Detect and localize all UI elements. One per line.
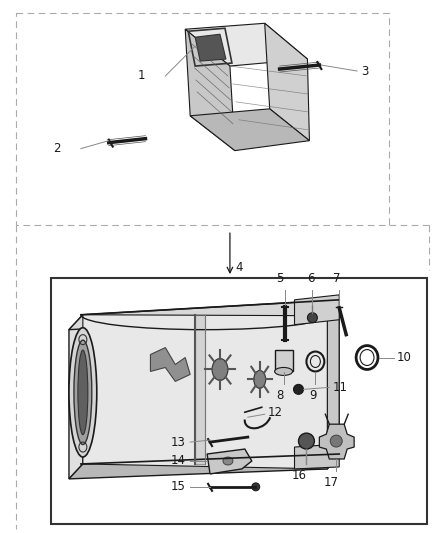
Ellipse shape (74, 340, 92, 445)
Text: 13: 13 (170, 435, 185, 449)
Polygon shape (327, 300, 339, 469)
Polygon shape (195, 34, 226, 61)
Polygon shape (294, 444, 339, 469)
Circle shape (252, 483, 260, 491)
Text: 14: 14 (170, 455, 185, 467)
Text: 5: 5 (276, 272, 283, 285)
Text: 2: 2 (53, 142, 61, 155)
Polygon shape (195, 315, 205, 464)
Ellipse shape (223, 457, 233, 465)
Ellipse shape (275, 367, 293, 375)
Text: 15: 15 (170, 480, 185, 494)
Polygon shape (294, 295, 339, 325)
Text: 3: 3 (361, 64, 368, 77)
Ellipse shape (212, 359, 228, 381)
Polygon shape (69, 315, 83, 479)
Text: 1: 1 (138, 69, 145, 83)
Text: 9: 9 (310, 389, 317, 402)
Text: 7: 7 (333, 272, 341, 285)
Polygon shape (190, 109, 309, 151)
Text: 4: 4 (235, 262, 242, 274)
Ellipse shape (254, 370, 266, 389)
Polygon shape (265, 23, 309, 141)
Polygon shape (150, 348, 190, 382)
Polygon shape (185, 23, 307, 66)
Ellipse shape (78, 350, 88, 434)
Circle shape (293, 384, 304, 394)
Bar (16, 13, 389, 225)
Text: 6: 6 (307, 272, 314, 285)
Text: 8: 8 (276, 389, 283, 402)
Text: 10: 10 (397, 351, 412, 364)
Text: 12: 12 (268, 406, 283, 419)
Text: 11: 11 (332, 381, 347, 394)
Polygon shape (83, 315, 327, 469)
Circle shape (330, 435, 342, 447)
Text: 17: 17 (324, 476, 339, 489)
Circle shape (298, 433, 314, 449)
Polygon shape (319, 424, 354, 459)
Ellipse shape (69, 328, 97, 457)
Bar (51, 278, 427, 523)
Polygon shape (185, 29, 235, 151)
Bar (275, 350, 293, 372)
Text: 16: 16 (292, 469, 307, 482)
Polygon shape (207, 449, 252, 474)
Polygon shape (69, 300, 339, 330)
Circle shape (307, 313, 318, 322)
Polygon shape (69, 454, 339, 479)
